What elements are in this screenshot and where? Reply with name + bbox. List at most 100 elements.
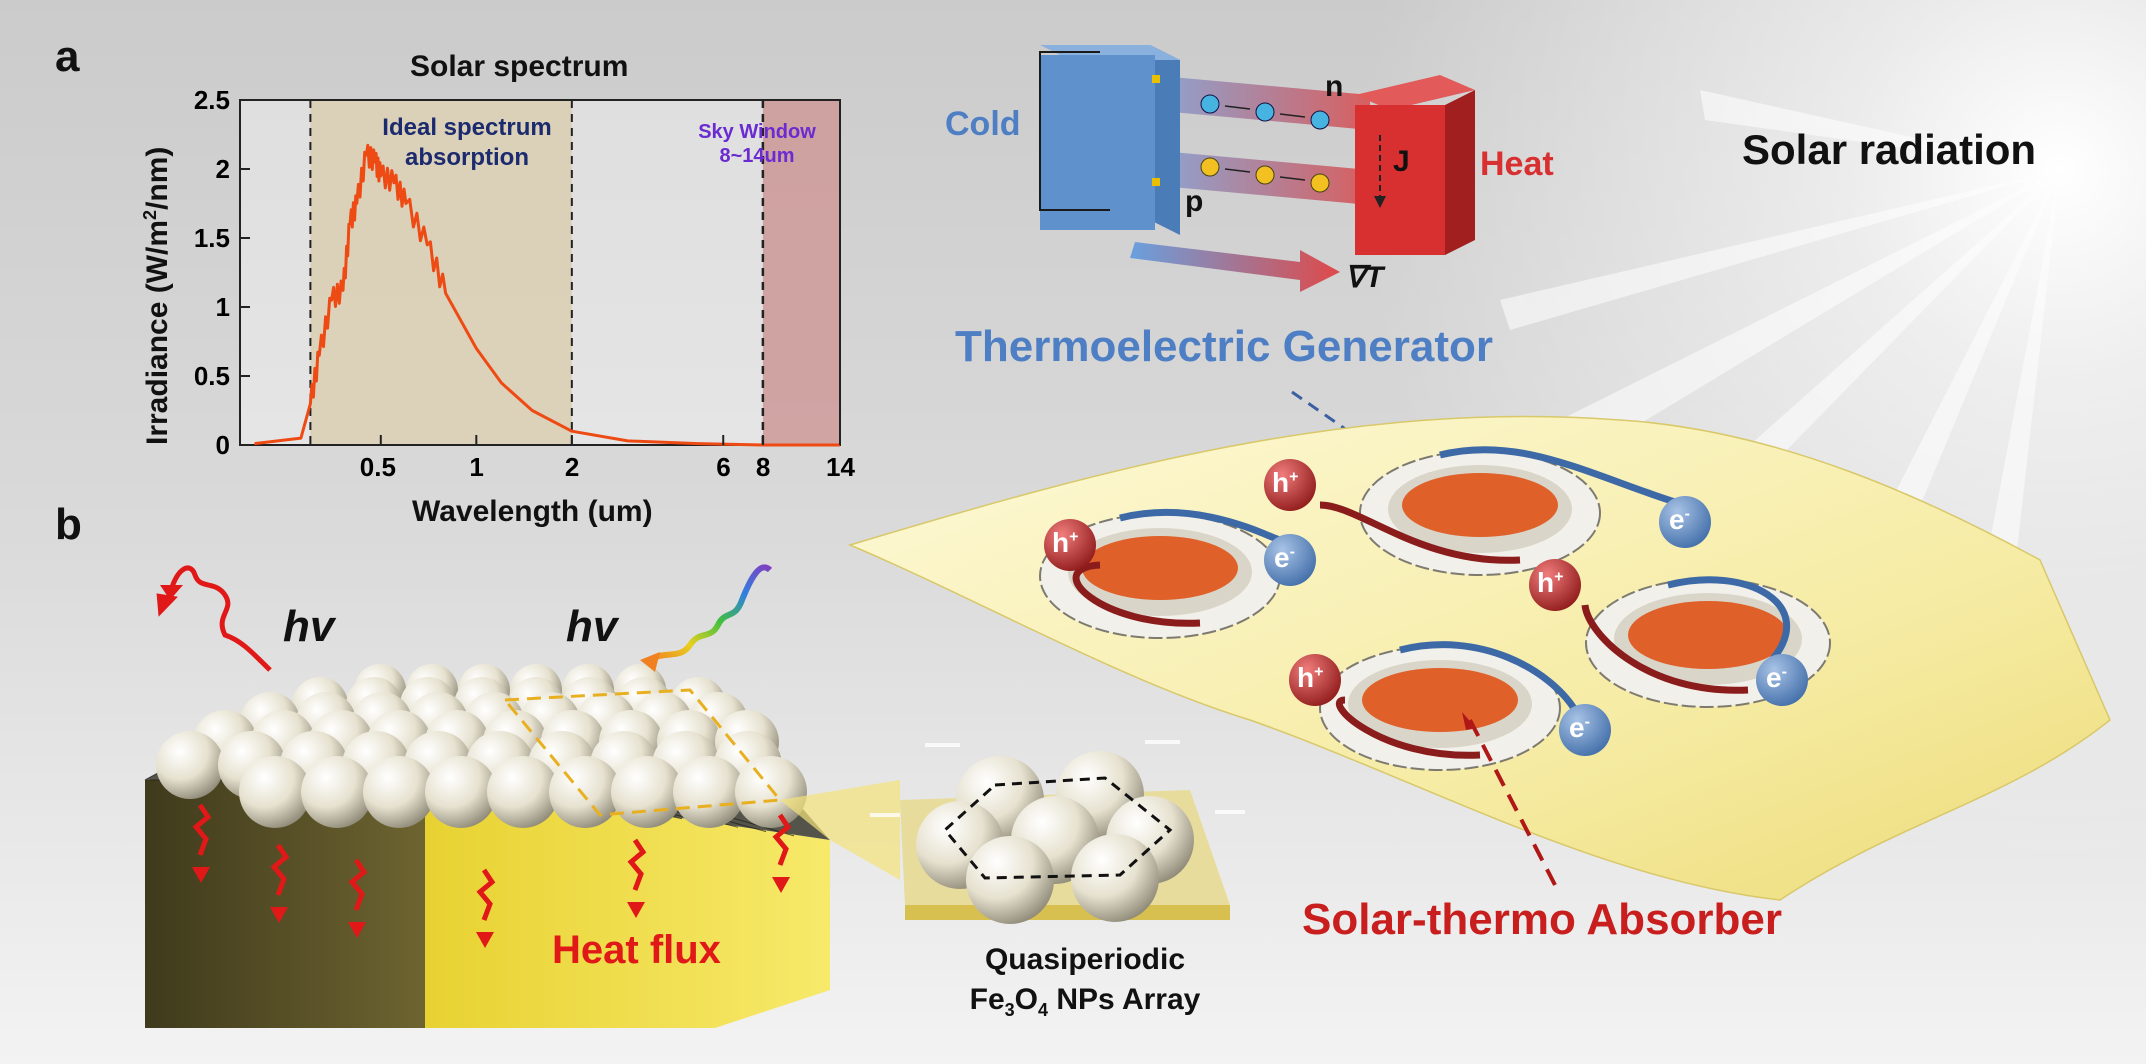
absorber-pointer-line bbox=[1468, 719, 1557, 886]
plot-frame bbox=[239, 99, 841, 446]
absorber-cells bbox=[1039, 446, 1831, 771]
heat-block-side bbox=[1445, 90, 1475, 255]
thermoelectric-generator-diagram bbox=[1039, 45, 1475, 292]
hole-ball bbox=[1289, 654, 1341, 706]
nanoparticle bbox=[425, 756, 497, 828]
cold-block-front bbox=[1040, 55, 1155, 230]
y-tick-label: 0 bbox=[215, 430, 230, 460]
heat-arrow bbox=[192, 803, 212, 883]
p-type-label: p bbox=[1185, 185, 1204, 218]
panel-label-b: b bbox=[55, 500, 82, 549]
sky-window-region bbox=[762, 100, 840, 445]
y-tick-marks bbox=[240, 99, 250, 446]
absorber-cell bbox=[1529, 559, 1831, 708]
electron-ball bbox=[1756, 654, 1808, 706]
spectrum-series-line bbox=[254, 143, 840, 447]
x-axis-label: Wavelength (um) bbox=[412, 495, 653, 528]
absorber-label: Solar-thermo Absorber bbox=[1302, 895, 1783, 944]
hole-label: h+ bbox=[1537, 567, 1564, 598]
y-tick-label: 1.5 bbox=[193, 223, 230, 253]
heat-flux-label: Heat flux bbox=[552, 928, 721, 972]
x-tick-label: 14 bbox=[826, 452, 855, 482]
hexagon-outline bbox=[942, 776, 1173, 880]
holes bbox=[1200, 157, 1330, 193]
x-tick-label: 0.5 bbox=[359, 452, 396, 482]
cold-block-side bbox=[1150, 45, 1180, 235]
emitted-radiation-wave bbox=[167, 565, 272, 672]
highlight-dashed-box bbox=[501, 688, 783, 817]
solar-radiation-label: Solar radiation bbox=[1742, 126, 2037, 173]
x-tick-marks bbox=[379, 435, 841, 445]
hole-ball bbox=[1044, 519, 1096, 571]
absorber-cell bbox=[1039, 508, 1316, 639]
nanoparticle-block bbox=[144, 664, 830, 1028]
hv-right-label: hv bbox=[566, 602, 618, 651]
x-tick-label: 1 bbox=[469, 452, 484, 482]
x-tick-label: 2 bbox=[564, 452, 580, 482]
solar-spectrum-chart bbox=[239, 99, 841, 447]
ideal-absorption-region bbox=[310, 100, 572, 445]
zoomed-nanoparticle-array bbox=[870, 740, 1245, 924]
sky-window-label: Sky Window 8~14um bbox=[698, 121, 816, 167]
incoming-radiation-wave bbox=[648, 564, 773, 663]
y-tick-label: 0.5 bbox=[193, 361, 230, 391]
electron-label: e- bbox=[1669, 504, 1690, 535]
carrier-flow-arrows bbox=[1224, 105, 1306, 181]
circuit-wire bbox=[1039, 51, 1110, 211]
current-label: J bbox=[1393, 145, 1410, 178]
heat-block-front bbox=[1355, 105, 1445, 255]
hole-label: h+ bbox=[1272, 467, 1299, 498]
absorber-cell bbox=[1264, 446, 1711, 576]
heat-block-top bbox=[1355, 75, 1475, 110]
n-type-label: n bbox=[1325, 70, 1344, 103]
zoom-beam bbox=[780, 780, 900, 880]
hole-label: h+ bbox=[1052, 527, 1079, 558]
block-left-face bbox=[145, 780, 425, 1028]
heat-arrow bbox=[476, 868, 496, 948]
x-tick-label: 6 bbox=[716, 452, 731, 482]
nanoparticle bbox=[673, 756, 745, 828]
electrons bbox=[1200, 94, 1330, 130]
electron-label: e- bbox=[1569, 712, 1590, 743]
y-tick-label: 2 bbox=[215, 154, 230, 184]
electron-label: e- bbox=[1274, 542, 1295, 573]
nanoparticle bbox=[735, 756, 807, 828]
y-tick-label: 1 bbox=[215, 292, 230, 322]
electron-ball bbox=[1659, 496, 1711, 548]
nanoparticle bbox=[487, 756, 559, 828]
heat-arrow bbox=[627, 838, 647, 918]
hole-ball bbox=[1264, 459, 1316, 511]
block-front-face bbox=[425, 780, 830, 1028]
nanoparticle bbox=[549, 756, 621, 828]
chart-title: Solar spectrum bbox=[410, 50, 629, 83]
nanoparticle bbox=[301, 756, 373, 828]
ideal-region-label: Ideal spectrum absorption bbox=[382, 114, 552, 171]
hole-ball bbox=[1529, 559, 1581, 611]
y-tick-label: 2.5 bbox=[193, 85, 230, 115]
electron-label: e- bbox=[1766, 662, 1787, 693]
cold-label: Cold bbox=[945, 105, 1021, 143]
electron-ball bbox=[1264, 534, 1316, 586]
nanoparticle bbox=[363, 756, 435, 828]
temperature-gradient-label: ∇T bbox=[1345, 261, 1384, 294]
nanoparticle-spheres bbox=[156, 664, 807, 828]
temperature-gradient-arrow bbox=[1130, 242, 1340, 292]
array-caption: Quasiperiodic Fe3O4 NPs Array bbox=[969, 943, 1201, 1020]
hv-left-label: hv bbox=[283, 602, 335, 651]
teg-title: Thermoelectric Generator bbox=[955, 322, 1493, 371]
hole-label: h+ bbox=[1297, 662, 1324, 693]
nanoparticle bbox=[156, 731, 224, 799]
absorber-cell bbox=[1289, 641, 1611, 771]
electron-ball bbox=[1559, 704, 1611, 756]
y-axis-label: Irradiance (W/m2/nm) bbox=[140, 146, 174, 445]
heat-arrow bbox=[348, 858, 368, 938]
panel-label-a: a bbox=[55, 32, 80, 81]
nanoparticle bbox=[611, 756, 683, 828]
heat-label: Heat bbox=[1480, 145, 1554, 183]
heat-flux-arrows bbox=[192, 803, 792, 948]
heat-arrow bbox=[270, 843, 290, 923]
heat-arrow bbox=[772, 813, 792, 893]
x-tick-label: 8 bbox=[755, 452, 771, 482]
nanoparticle bbox=[239, 756, 311, 828]
